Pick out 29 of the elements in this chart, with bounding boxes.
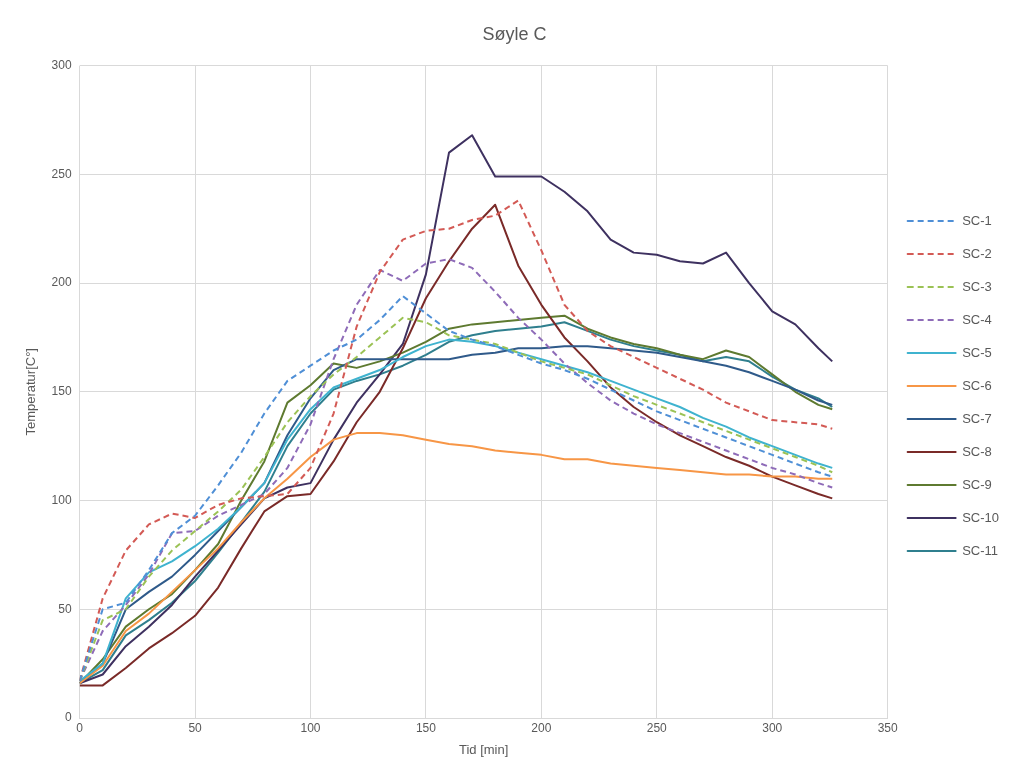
y-tick-label: 50 xyxy=(58,601,72,616)
legend-label: SC-11 xyxy=(962,542,999,558)
chart-title: Søyle C xyxy=(482,23,547,44)
x-tick-label: 300 xyxy=(762,720,783,735)
y-tick-label: 250 xyxy=(51,166,72,181)
x-axis-title: Tid [min] xyxy=(458,741,509,757)
legend-label: SC-10 xyxy=(962,509,1000,525)
x-tick-label: 0 xyxy=(76,720,84,735)
legend-label: SC-1 xyxy=(962,212,992,228)
legend-label: SC-9 xyxy=(962,476,992,492)
legend-label: SC-3 xyxy=(962,278,992,294)
y-axis-title: Temperatur[C°] xyxy=(23,348,39,436)
x-tick-label: 150 xyxy=(415,720,437,735)
y-tick-label: 150 xyxy=(51,384,72,399)
y-tick-label: 100 xyxy=(51,492,72,507)
y-tick-label: 300 xyxy=(51,57,72,72)
legend-label: SC-5 xyxy=(962,344,992,360)
x-tick-label: 100 xyxy=(300,720,321,735)
legend-label: SC-2 xyxy=(962,245,992,261)
y-tick-label: 0 xyxy=(64,710,72,725)
y-tick-label: 200 xyxy=(51,275,72,290)
legend-label: SC-7 xyxy=(962,410,992,426)
legend-label: SC-6 xyxy=(962,377,992,393)
legend-label: SC-4 xyxy=(962,311,992,327)
x-tick-label: 50 xyxy=(188,720,203,735)
legend-label: SC-8 xyxy=(962,443,992,459)
x-tick-label: 200 xyxy=(531,720,552,735)
x-tick-label: 250 xyxy=(646,720,668,735)
x-tick-label: 350 xyxy=(877,720,898,735)
